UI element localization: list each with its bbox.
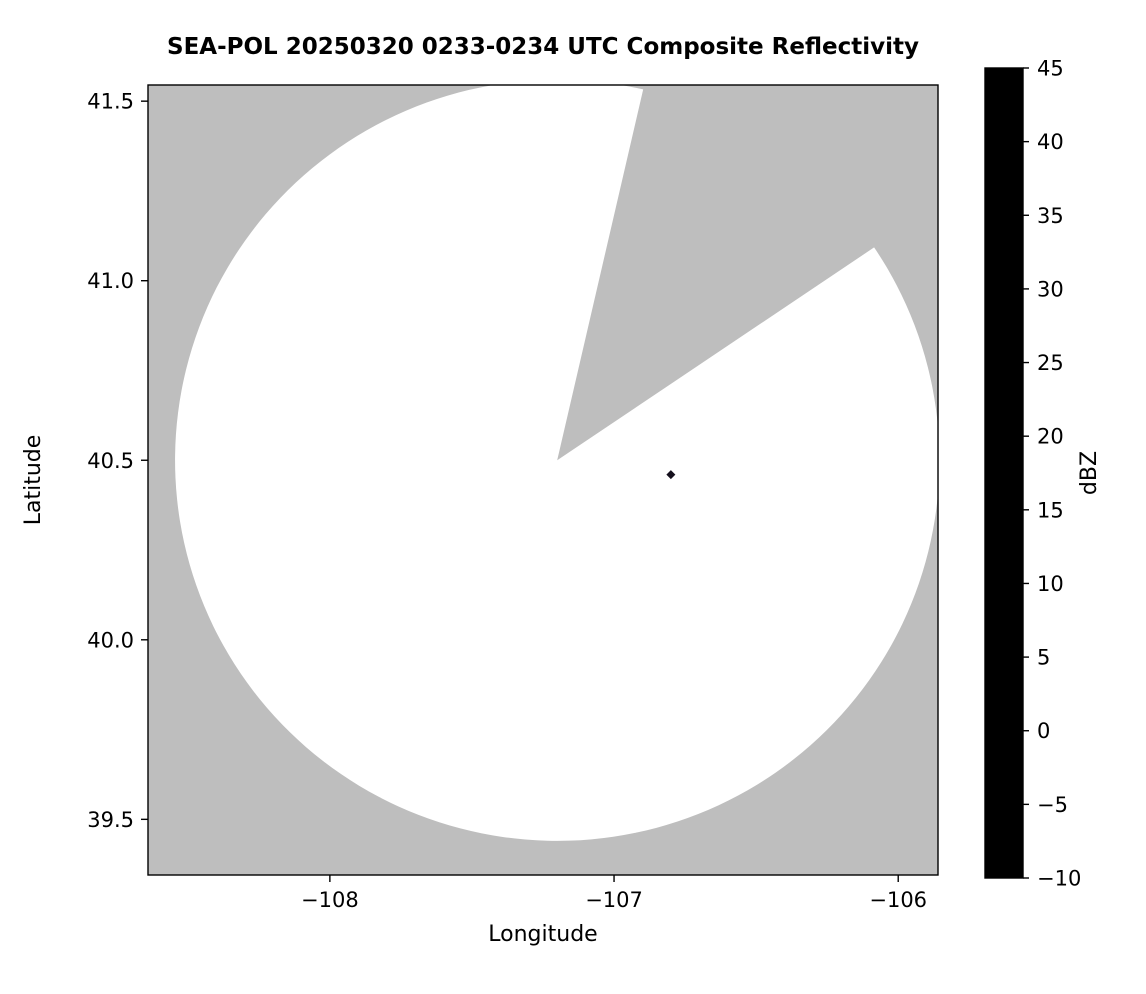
x-tick-label: −107 xyxy=(585,888,643,912)
y-tick-label: 39.5 xyxy=(87,808,134,832)
colorbar-tick-label: 45 xyxy=(1037,57,1064,81)
colorbar-tick-label: 25 xyxy=(1037,351,1064,375)
colorbar-label: dBZ xyxy=(1077,451,1102,495)
radar-coverage-disk xyxy=(175,85,938,841)
colorbar-tick-label: 5 xyxy=(1037,646,1050,670)
y-tick-label: 41.5 xyxy=(87,90,134,114)
x-tick-label: −108 xyxy=(301,888,359,912)
chart-title: SEA-POL 20250320 0233-0234 UTC Composite… xyxy=(167,34,919,60)
colorbar-tick-label: 0 xyxy=(1037,719,1050,743)
colorbar-tick-label: −5 xyxy=(1037,793,1068,817)
colorbar-tick-label: 15 xyxy=(1037,498,1064,522)
y-tick-label: 40.5 xyxy=(87,449,134,473)
colorbar-frame xyxy=(984,67,1024,879)
colorbar-tick-label: 10 xyxy=(1037,572,1064,596)
y-tick-label: 40.0 xyxy=(87,628,134,652)
y-axis-label: Latitude xyxy=(21,435,46,526)
reflectivity-echo xyxy=(666,470,676,480)
colorbar-tick-label: 20 xyxy=(1037,425,1064,449)
y-tick-label: 41.0 xyxy=(87,269,134,293)
colorbar-tick-label: 35 xyxy=(1037,204,1064,228)
plot-area: −108 −107 −106 39.5 40.0 40.5 41.0 41.5 xyxy=(87,84,939,912)
plot-frame xyxy=(147,84,939,876)
colorbar-gradient xyxy=(985,68,1023,878)
colorbar-tick-label: 30 xyxy=(1037,277,1064,301)
x-axis-label: Longitude xyxy=(488,922,597,947)
x-tick-label: −106 xyxy=(869,888,927,912)
colorbar-tick-label: 40 xyxy=(1037,130,1064,154)
colorbar: −10 −5 0 5 10 15 20 25 30 35 40 45 xyxy=(984,57,1081,891)
colorbar-tick-label: −10 xyxy=(1037,867,1081,891)
